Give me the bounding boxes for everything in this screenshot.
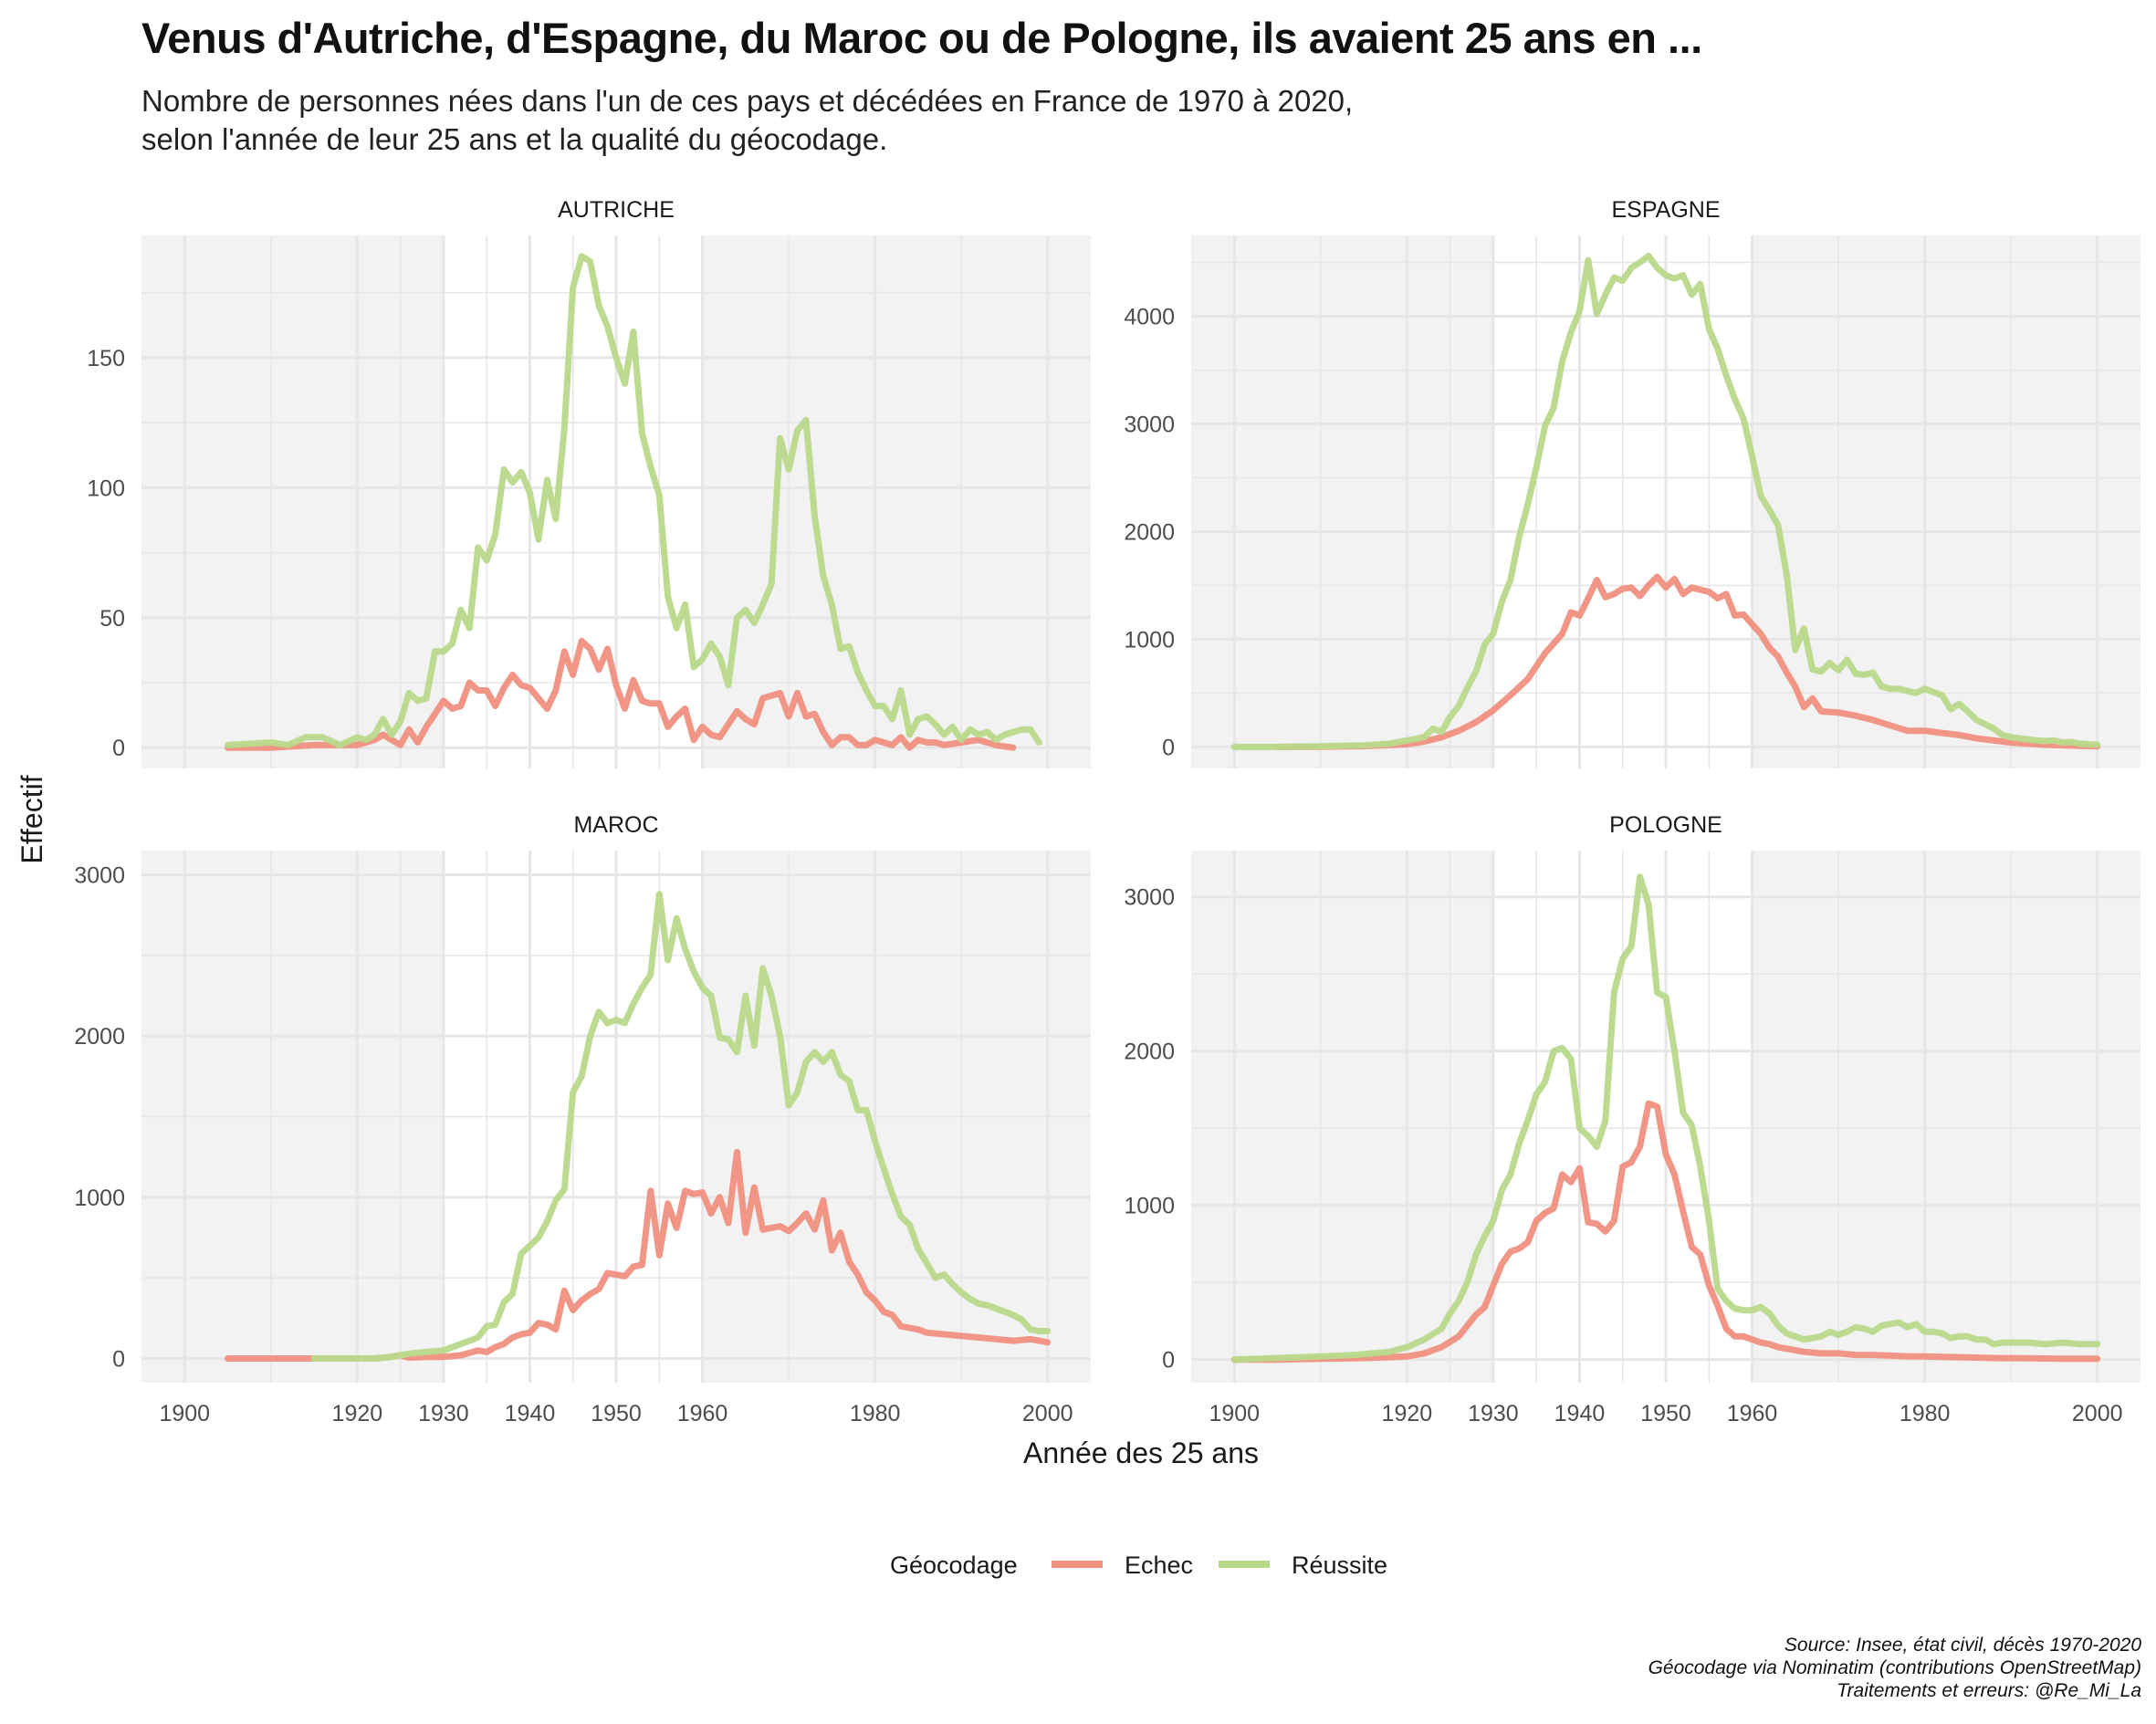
shaded-period-2 xyxy=(702,235,1091,768)
panel-label-autriche: AUTRICHE xyxy=(558,197,675,223)
y-tick-label: 2000 xyxy=(1124,1040,1175,1065)
y-tick-label: 0 xyxy=(1162,735,1175,760)
x-tick-label: 1950 xyxy=(1640,1401,1691,1426)
y-tick-label: 50 xyxy=(99,606,125,632)
y-tick-label: 4000 xyxy=(1124,304,1175,329)
series-line-maroc-reussite xyxy=(310,891,1052,1362)
series-line-pologne-reussite xyxy=(1230,873,2101,1364)
y-tick-label: 1000 xyxy=(1124,627,1175,653)
y-axis-title: Effectif xyxy=(16,775,48,863)
shaded-period-2 xyxy=(1752,851,2140,1383)
series-line-espagne-echec xyxy=(1274,573,2101,750)
y-tick-label: 0 xyxy=(112,1347,125,1373)
y-tick-label: 1000 xyxy=(74,1186,125,1211)
x-tick-label: 2000 xyxy=(1022,1401,1073,1426)
shaded-period-1 xyxy=(1191,235,1493,768)
series-line-autriche-reussite xyxy=(225,253,1042,748)
y-tick-label: 3000 xyxy=(1124,885,1175,911)
y-tick-label: 1000 xyxy=(1124,1194,1175,1219)
x-tick-label: 1920 xyxy=(332,1401,383,1426)
x-tick-label: 1950 xyxy=(591,1401,642,1426)
x-tick-label: 1920 xyxy=(1382,1401,1433,1426)
y-tick-label: 0 xyxy=(112,736,125,761)
x-tick-label: 1930 xyxy=(1468,1401,1519,1426)
x-tick-label: 1980 xyxy=(850,1401,901,1426)
chart-subtitle-line-1: Nombre de personnes nées dans l'un de ce… xyxy=(141,84,1354,118)
caption-credits: Traitements et erreurs: @Re_Mi_La xyxy=(1837,1680,2141,1701)
x-tick-label: 2000 xyxy=(2072,1401,2123,1426)
legend-label-reussite: Réussite xyxy=(1292,1552,1387,1579)
y-tick-label: 0 xyxy=(1162,1348,1175,1374)
chart-subtitle-line-2: selon l'année de leur 25 ans et la quali… xyxy=(141,122,888,156)
y-tick-label: 3000 xyxy=(1124,412,1175,437)
y-tick-label: 2000 xyxy=(1124,519,1175,545)
y-tick-label: 100 xyxy=(87,475,125,501)
series-line-pologne-echec xyxy=(1230,1100,2101,1364)
x-tick-label: 1940 xyxy=(1554,1401,1606,1426)
panel-autriche: 0 50 100 150 AUTRICHE xyxy=(87,197,1091,768)
legend-label-echec: Echec xyxy=(1125,1552,1193,1579)
y-tick-label: 3000 xyxy=(74,863,125,889)
shaded-period-1 xyxy=(141,235,444,768)
panel-espagne: 0 1000 2000 3000 4000 ESPAGNE xyxy=(1124,197,2140,768)
caption-source: Source: Insee, état civil, décès 1970-20… xyxy=(1784,1635,2141,1656)
chart-caption: Source: Insee, état civil, décès 1970-20… xyxy=(1648,1634,2141,1702)
x-tick-label: 1940 xyxy=(505,1401,556,1426)
x-axis-title: Année des 25 ans xyxy=(1023,1437,1259,1469)
series-line-maroc-echec xyxy=(225,1148,1052,1362)
x-tick-label: 1960 xyxy=(677,1401,728,1426)
x-tick-label: 1960 xyxy=(1727,1401,1778,1426)
x-tick-label: 1930 xyxy=(418,1401,469,1426)
panel-label-espagne: ESPAGNE xyxy=(1611,197,1720,223)
x-tick-label: 1900 xyxy=(159,1401,210,1426)
series-line-autriche-echec xyxy=(225,637,1017,751)
x-tick-label: 1900 xyxy=(1209,1401,1260,1426)
legend: Géocodage Echec Réussite xyxy=(890,1552,1387,1579)
y-tick-label: 150 xyxy=(87,346,125,371)
legend-title: Géocodage xyxy=(890,1552,1018,1579)
y-tick-label: 2000 xyxy=(74,1024,125,1050)
panel-pologne: 0 1000 2000 3000 1900 1920 1930 1940 1950 1960 198… xyxy=(1124,812,2140,1426)
panel-label-pologne: POLOGNE xyxy=(1609,812,1722,838)
x-tick-label: 1980 xyxy=(1900,1401,1951,1426)
series-line-espagne-reussite xyxy=(1230,252,2101,750)
panel-maroc: 0 1000 2000 3000 1900 1920 1930 1940 1950 1960 198… xyxy=(74,812,1091,1426)
shaded-period-1 xyxy=(1191,851,1493,1383)
caption-geocoding: Géocodage via Nominatim (contributions O… xyxy=(1648,1657,2141,1678)
panel-label-maroc: MAROC xyxy=(573,812,658,838)
chart-title: Venus d'Autriche, d'Espagne, du Maroc ou… xyxy=(141,14,1702,62)
shaded-period-2 xyxy=(1752,235,2140,768)
